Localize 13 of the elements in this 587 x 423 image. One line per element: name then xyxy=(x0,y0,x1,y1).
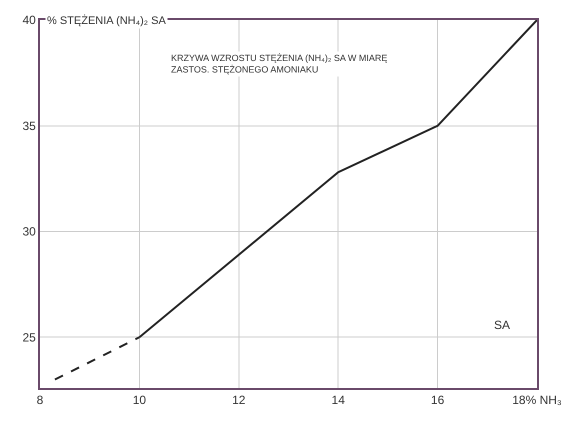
y-tick-label: 25 xyxy=(22,330,36,344)
x-tick-label: 16 xyxy=(430,393,445,408)
y-tick-label: 40 xyxy=(22,13,36,28)
x-tick-label: 18% NH₃ xyxy=(512,393,562,408)
x-tick-label: 12 xyxy=(232,393,246,408)
x-tick-label: 14 xyxy=(332,393,346,408)
y-tick-label: 30 xyxy=(22,224,36,239)
annotation: KRZYWA WZROSTU STĘŻENIA (NH₄)₂ SA W MIARĘ ZASTOS. STĘŻONEGO AMONIAKU xyxy=(171,53,388,75)
x-tick-label: 8 xyxy=(36,393,44,408)
annotation: SA xyxy=(494,318,510,332)
y-axis-title: % STĘŻENIA (NH₄)₂ SA xyxy=(47,14,166,27)
x-tick-label: 10 xyxy=(132,393,146,408)
y-tick-label: 35 xyxy=(22,118,36,133)
